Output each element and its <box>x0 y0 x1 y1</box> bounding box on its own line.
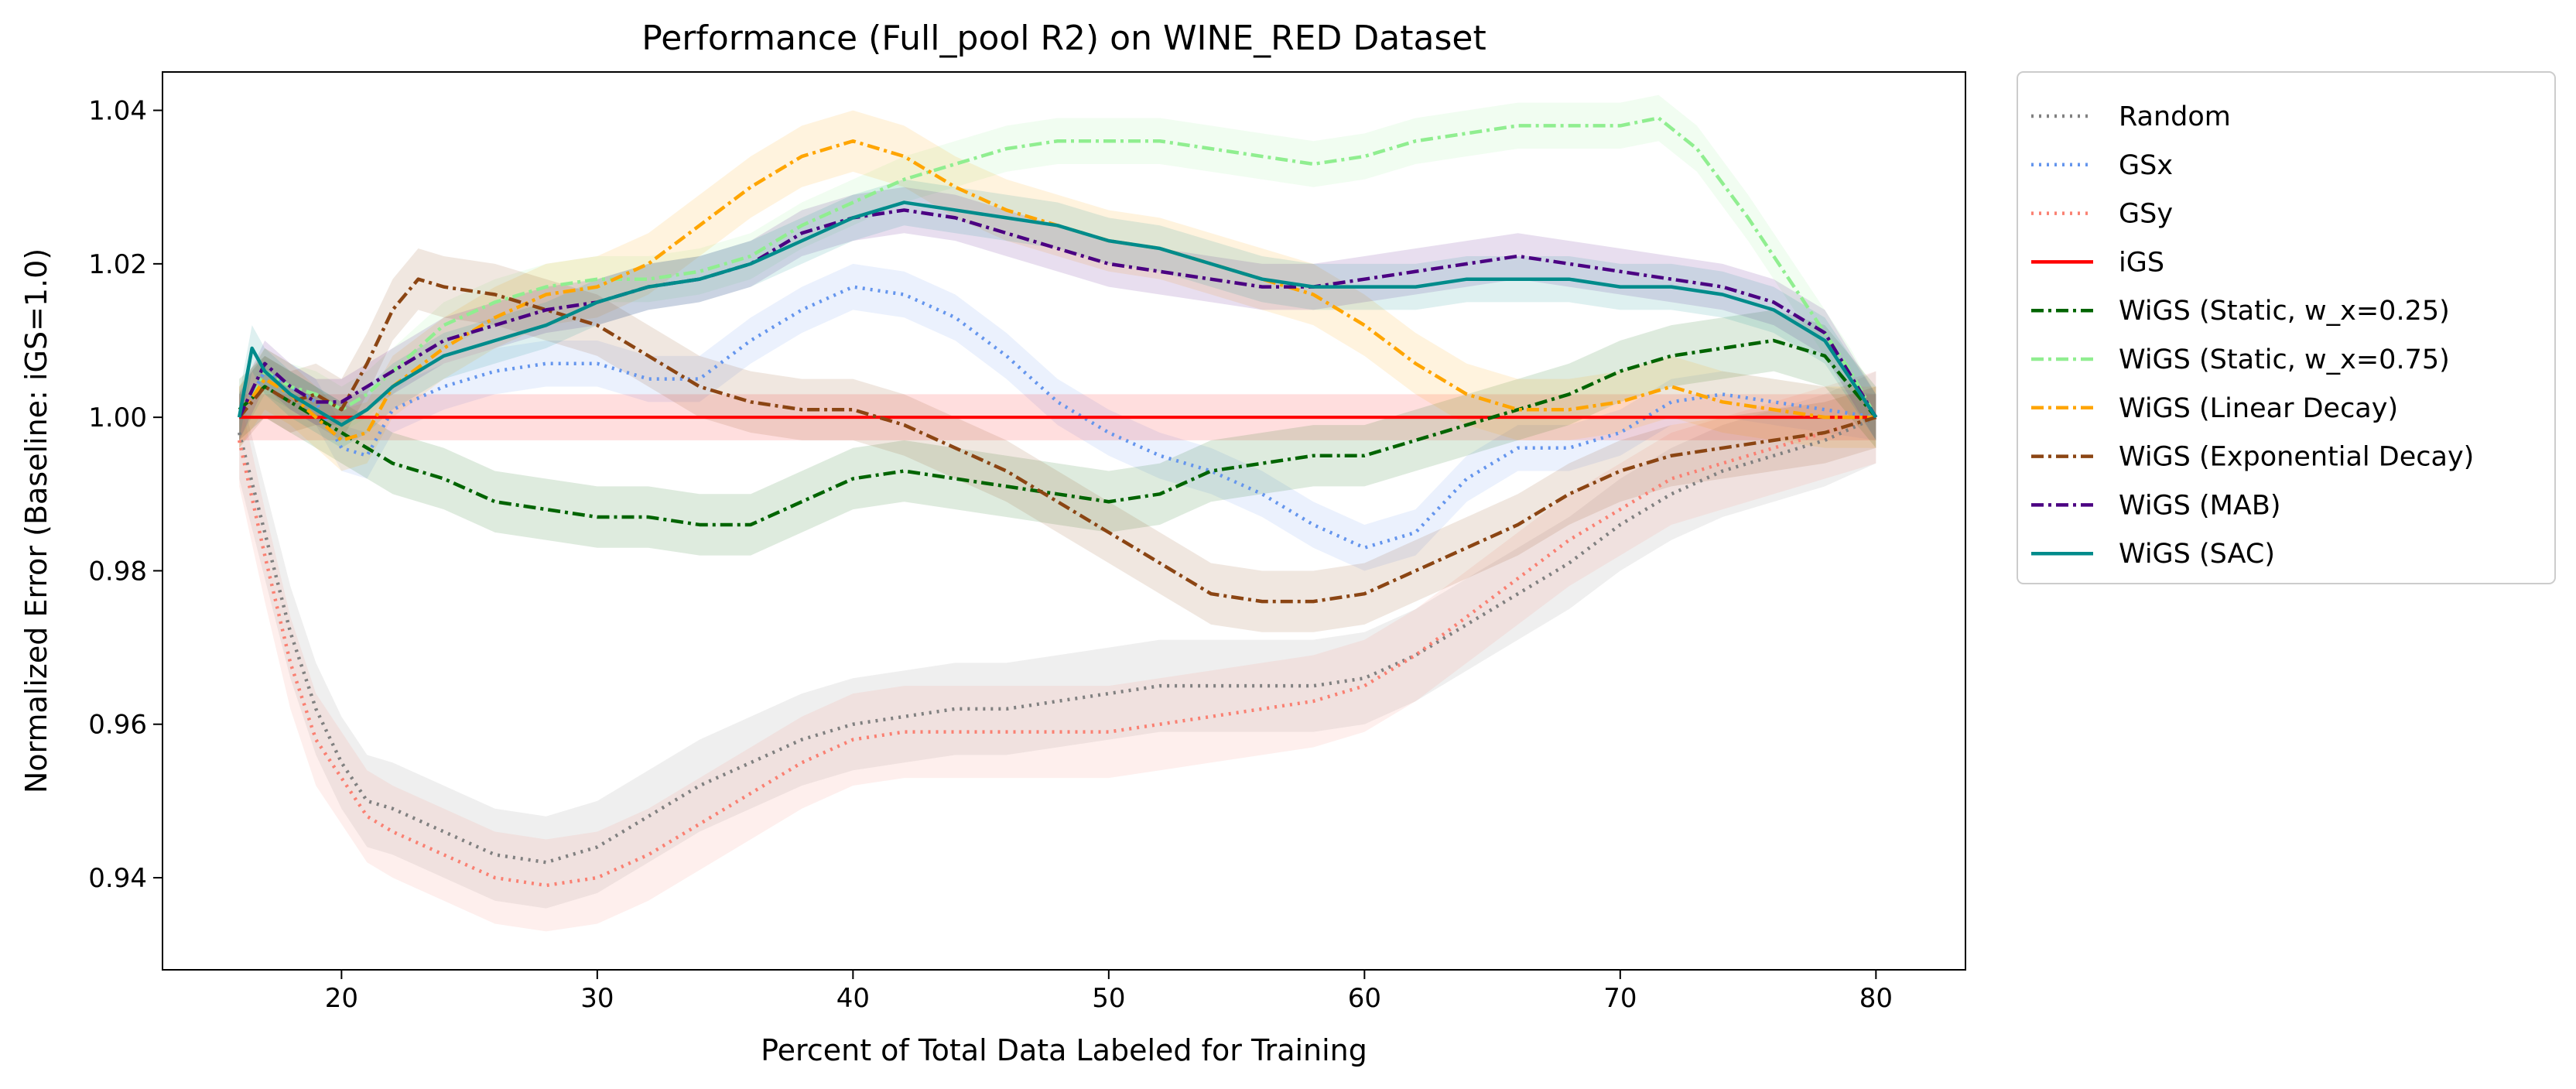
confidence-bands <box>239 94 1876 932</box>
x-tick-label: 50 <box>1092 983 1125 1014</box>
x-axis: 20 30 40 50 60 70 80 <box>325 970 1893 1014</box>
legend-label-gsy: GSy <box>2119 199 2173 230</box>
x-tick-label: 70 <box>1603 983 1637 1014</box>
series-line-wigs-linear-decay <box>238 139 1876 443</box>
legend-label-igs: iGS <box>2119 247 2164 278</box>
legend-frame <box>2017 71 2556 584</box>
x-tick-label: 30 <box>580 983 614 1014</box>
y-tick-label: 0.96 <box>88 710 147 741</box>
x-axis-label: Percent of Total Data Labeled for Traini… <box>761 1033 1367 1067</box>
band-gsy <box>239 371 1876 932</box>
legend-label-wigs-exponential-decay: WiGS (Exponential Decay) <box>2119 442 2474 473</box>
plot-frame <box>162 71 1966 971</box>
legend-label-random: Random <box>2119 101 2231 132</box>
x-tick-label: 80 <box>1859 983 1893 1014</box>
band-wigs-static-w-x-0-75 <box>239 94 1876 440</box>
band-wigs-static-w-x-0-25 <box>239 310 1876 556</box>
series-lines <box>237 116 1878 888</box>
y-tick-label: 1.00 <box>88 402 147 433</box>
series-line-wigs-mab <box>238 208 1878 419</box>
x-tick-label: 40 <box>836 983 870 1014</box>
band-wigs-exponential-decay <box>239 248 1876 632</box>
band-wigs-linear-decay <box>239 110 1876 471</box>
y-axis: 0.94 0.96 0.98 1.00 1.02 1.04 <box>88 96 162 894</box>
series-line-wigs-sac <box>237 200 1878 427</box>
legend: Random GSx GSy iGS WiGS (Static, w_x=0.25) Wi… <box>2017 71 2556 584</box>
legend-label-gsx: GSx <box>2119 150 2173 181</box>
y-tick-label: 1.02 <box>88 249 147 280</box>
legend-label-wigs-static-w-x-0-25: WiGS (Static, w_x=0.25) <box>2119 296 2450 327</box>
band-wigs-sac <box>239 179 1876 448</box>
chart-title: Performance (Full_pool R2) on WINE_RED D… <box>641 19 1486 58</box>
x-tick-label: 20 <box>325 983 358 1014</box>
y-axis-label: Normalized Error (Baseline: iGS=1.0) <box>19 248 53 793</box>
legend-label-wigs-sac: WiGS (SAC) <box>2119 539 2275 570</box>
legend-label-wigs-static-w-x-0-75: WiGS (Static, w_x=0.75) <box>2119 344 2450 375</box>
series-line-wigs-static-w-x-0-25 <box>238 338 1878 527</box>
series-line-wigs-exponential-decay <box>238 277 1876 604</box>
y-tick-label: 0.98 <box>88 556 147 587</box>
band-random <box>239 371 1876 909</box>
y-tick-label: 0.94 <box>88 863 147 894</box>
legend-label-wigs-mab: WiGS (MAB) <box>2119 490 2281 521</box>
band-wigs-mab <box>239 187 1876 440</box>
x-tick-label: 60 <box>1348 983 1381 1014</box>
y-tick-label: 1.04 <box>88 96 147 127</box>
series-line-gsy <box>237 415 1876 888</box>
legend-label-wigs-linear-decay: WiGS (Linear Decay) <box>2119 393 2398 424</box>
